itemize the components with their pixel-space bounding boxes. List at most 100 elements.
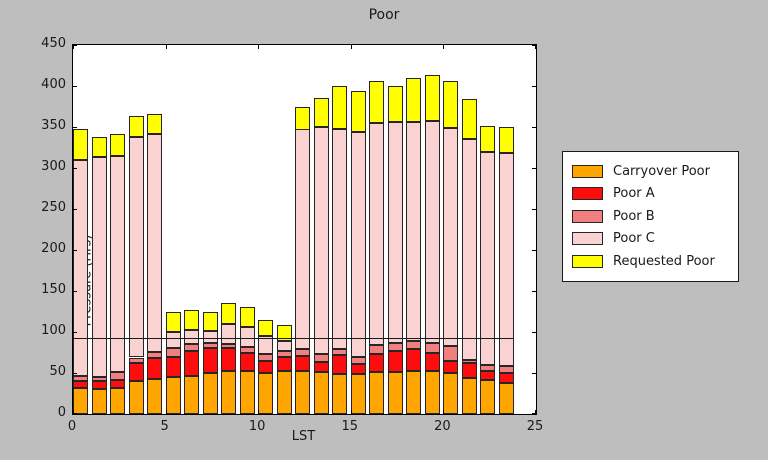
bar-segment [184, 344, 199, 351]
bar-segment [388, 86, 403, 123]
bar-segment [351, 131, 366, 358]
bar-segment [240, 370, 255, 414]
bar-segment [462, 99, 477, 139]
y-tick-label: 350 [41, 118, 66, 133]
y-tick-label: 300 [41, 159, 66, 174]
bar-segment [480, 380, 495, 414]
y-tick-label: 50 [49, 364, 66, 379]
bar-segment [240, 346, 255, 353]
x-tick-label: 20 [434, 419, 451, 434]
bar-segment [295, 349, 310, 356]
bar-segment [406, 341, 421, 350]
tick-mark [258, 410, 260, 414]
tick-mark [73, 45, 77, 46]
bar-segment [166, 311, 181, 332]
bar-segment [369, 81, 384, 123]
bar-segment [425, 342, 440, 353]
tick-mark [350, 410, 352, 414]
legend-swatch [572, 232, 603, 246]
bar-segment [258, 319, 273, 337]
tick-mark [532, 291, 536, 292]
bar-segment [499, 382, 514, 414]
reference-line [73, 337, 514, 339]
bar-segment [258, 354, 273, 361]
bar-segment [129, 357, 144, 364]
y-tick-label: 450 [41, 36, 66, 51]
bar-segment [258, 336, 273, 355]
bar-segment [277, 325, 292, 341]
bar-segment [73, 387, 88, 414]
bar-segment [92, 156, 107, 378]
tick-mark [532, 332, 536, 333]
bar-segment [332, 373, 347, 414]
bar-segment [425, 352, 440, 371]
y-tick-label: 0 [57, 405, 66, 420]
tick-mark [535, 410, 536, 414]
tick-mark [532, 413, 536, 414]
bar-segment [221, 343, 236, 349]
bar-segment [499, 127, 514, 154]
bar-segment [295, 129, 310, 350]
bar-segment [388, 372, 403, 414]
tick-mark [532, 250, 536, 251]
tick-mark [73, 410, 74, 414]
y-tick-label: 100 [41, 323, 66, 338]
bar-segment [425, 370, 440, 414]
legend-entry: Poor A [572, 183, 728, 206]
bar-segment [277, 350, 292, 358]
legend-entry: Poor B [572, 205, 728, 228]
legend-swatch [572, 164, 603, 178]
tick-mark [443, 45, 445, 49]
bar-segment [462, 377, 477, 414]
legend-swatch [572, 209, 603, 223]
bar-segment [462, 359, 477, 364]
bar-segment [184, 329, 199, 345]
bar-segment [129, 381, 144, 414]
bar-segment [110, 387, 125, 414]
bar-segment [480, 151, 495, 365]
bar-segment [166, 332, 181, 348]
bar-segment [388, 122, 403, 343]
bar-segment [462, 138, 477, 360]
bar-segment [110, 380, 125, 388]
bar-segment [425, 74, 440, 122]
tick-mark [532, 127, 536, 128]
bar-segment [203, 373, 218, 414]
bar-segment [258, 360, 273, 373]
bar-segment [73, 159, 88, 376]
plot-area: Pressure (Hrs) [72, 44, 537, 415]
bar-segment [73, 128, 88, 160]
tick-mark [73, 250, 77, 251]
legend-entry: Poor C [572, 228, 728, 251]
y-tick-label: 150 [41, 282, 66, 297]
bar-segment [369, 345, 384, 355]
bar-segment [332, 349, 347, 355]
bar-segment [92, 377, 107, 382]
tick-mark [535, 45, 536, 49]
bar-segment [258, 373, 273, 414]
tick-mark [165, 45, 167, 49]
bar-segment [332, 128, 347, 350]
bar-segment [166, 377, 181, 414]
legend-label: Requested Poor [613, 253, 715, 269]
tick-mark [73, 168, 77, 169]
legend-label: Carryover Poor [613, 163, 710, 179]
bar-segment [332, 354, 347, 374]
legend-label: Poor C [613, 231, 655, 247]
bar-segment [129, 115, 144, 137]
bar-segment [110, 155, 125, 373]
bar-segment [314, 372, 329, 414]
bar-segment [147, 358, 162, 379]
bar-segment [203, 331, 218, 343]
bar-segment [221, 348, 236, 371]
legend: Carryover Poor Poor A Poor B Poor C Requeste… [562, 151, 739, 282]
tick-mark [73, 86, 77, 87]
tick-mark [532, 373, 536, 374]
tick-mark [350, 45, 352, 49]
x-axis-label: LST [291, 429, 316, 444]
bar-segment [73, 375, 88, 382]
bar-segment [351, 373, 366, 414]
bar-segment [425, 121, 440, 343]
legend-label: Poor B [613, 208, 655, 224]
